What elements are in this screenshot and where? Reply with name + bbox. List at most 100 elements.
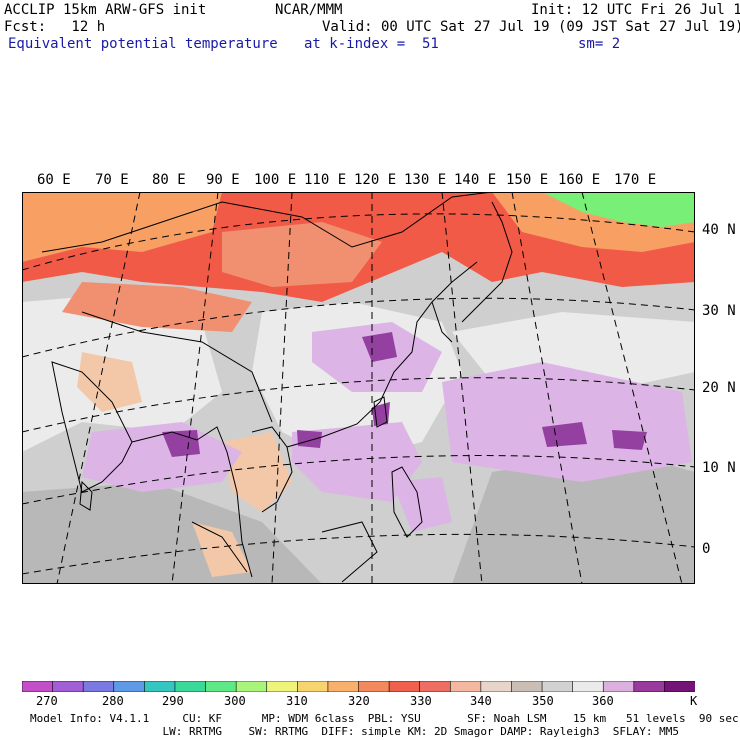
model-info-line1: Model Info: V4.1.1 CU: KF MP: WDM 6class…	[30, 712, 739, 725]
colorbar-swatch	[144, 681, 176, 692]
coast-sri-lanka	[79, 480, 93, 511]
colorbar-swatch	[572, 681, 605, 692]
colorbar-label-320: 320	[348, 694, 370, 708]
lon-label-160e: 160 E	[558, 172, 601, 188]
lat-label-20n: 20 N	[702, 380, 736, 396]
border-china-sw	[81, 311, 273, 423]
meridian-160e	[581, 192, 683, 584]
colorbar-swatch	[82, 681, 115, 692]
field-orange-northwest	[22, 192, 222, 262]
colorbar-swatch	[235, 681, 268, 692]
lon-label-140e: 140 E	[454, 172, 497, 188]
colorbar	[22, 681, 695, 692]
field-purple-pacific-1	[542, 422, 587, 447]
lon-label-120e: 120 E	[354, 172, 397, 188]
colorbar-swatch	[602, 681, 635, 692]
field-lavender-western-pacific	[442, 362, 692, 482]
parallel-0	[22, 533, 695, 575]
parallel-10n	[22, 455, 695, 505]
lon-label-60e: 60 E	[37, 172, 71, 188]
coast-indochina	[251, 426, 293, 513]
coast-philippines	[391, 466, 423, 538]
colorbar-label-290: 290	[162, 694, 184, 708]
field-purple-bengal	[162, 430, 200, 457]
field-salmon-mongolia	[222, 222, 382, 287]
field-tan-sumatra	[192, 522, 252, 577]
colorbar-label-360: 360	[592, 694, 614, 708]
coast-sumatra	[191, 521, 248, 573]
theta-e-map	[22, 192, 695, 584]
field-gray-dark-east	[452, 452, 695, 584]
coast-taiwan	[373, 396, 388, 428]
field-purple-yangtze	[362, 332, 397, 362]
coast-borneo	[321, 521, 378, 583]
meridian-100e	[56, 192, 141, 584]
lat-label-40n: 40 N	[702, 222, 736, 238]
colorbar-swatch	[541, 681, 574, 692]
meridian-120e	[271, 192, 293, 584]
field-lavender-bay-of-bengal	[82, 422, 242, 492]
field-lavender-philippines	[392, 477, 452, 532]
colorbar-swatch	[449, 681, 482, 692]
model-info-line2: LW: RRTMG SW: RRTMG DIFF: simple KM: 2D …	[30, 725, 680, 738]
organization-label: NCAR/MMM	[275, 2, 343, 18]
lon-label-170e: 170 E	[614, 172, 657, 188]
parallel-40n	[22, 213, 695, 271]
colorbar-swatch	[419, 681, 452, 692]
level-label: at k-index = 51	[304, 36, 439, 52]
meridian-140e	[441, 192, 483, 584]
colorbar-label-300: 300	[224, 694, 246, 708]
colorbar-label-340: 340	[470, 694, 492, 708]
colorbar-swatch	[205, 681, 237, 692]
colorbar-swatch	[664, 681, 695, 692]
lon-label-100e: 100 E	[254, 172, 297, 188]
field-tan-india	[77, 352, 142, 412]
field-purple-scs	[297, 430, 322, 448]
colorbar-unit: K	[690, 694, 698, 708]
colorbar-swatch	[174, 681, 207, 692]
parallel-30n	[22, 297, 695, 358]
colorbar-label-270: 270	[36, 694, 58, 708]
colorbar-swatch	[52, 681, 84, 692]
colorbar-swatch	[358, 681, 390, 692]
colorbar-swatch	[22, 681, 54, 692]
colorbar-swatch	[266, 681, 299, 692]
colorbar-label-350: 350	[532, 694, 554, 708]
coast-japan	[461, 201, 513, 323]
colorbar-swatch	[633, 681, 666, 692]
meridian-110e	[171, 192, 219, 584]
border-russia-china	[41, 192, 493, 253]
smoothing-label: sm= 2	[578, 36, 621, 52]
field-name: Equivalent potential temperature	[8, 36, 278, 52]
init-time: Init: 12 UTC Fri 26 Jul 19	[531, 2, 740, 18]
lat-label-10n: 10 N	[702, 460, 736, 476]
lon-label-80e: 80 E	[152, 172, 186, 188]
forecast-hour: Fcst: 12 h	[4, 19, 106, 35]
coast-bengal-burma	[131, 426, 253, 578]
colorbar-swatch	[297, 681, 329, 692]
parallel-20n	[22, 377, 695, 433]
colorbar-swatch	[388, 681, 421, 692]
field-purple-pacific-2	[612, 430, 647, 450]
coast-china	[286, 261, 478, 448]
colorbar-swatch	[113, 681, 146, 692]
model-title: ACCLIP 15km ARW-GFS init	[4, 2, 207, 18]
graticule	[22, 192, 695, 584]
coast-india	[51, 361, 133, 493]
colorbar-swatch	[327, 681, 360, 692]
colorbar-label-310: 310	[286, 694, 308, 708]
colorbar-swatch	[511, 681, 543, 692]
colorbar-label-280: 280	[102, 694, 124, 708]
lon-label-90e: 90 E	[206, 172, 240, 188]
lon-label-150e: 150 E	[506, 172, 549, 188]
colorbar-swatch	[480, 681, 513, 692]
meridian-150e	[511, 192, 583, 584]
field-green-northeast	[542, 192, 695, 227]
field-lavender-south-china-sea	[292, 422, 422, 502]
colorbar-label-330: 330	[410, 694, 432, 708]
lat-label-0: 0	[702, 541, 711, 557]
lon-label-110e: 110 E	[304, 172, 347, 188]
lat-label-30n: 30 N	[702, 303, 736, 319]
lon-label-70e: 70 E	[95, 172, 129, 188]
coastlines	[41, 192, 513, 583]
